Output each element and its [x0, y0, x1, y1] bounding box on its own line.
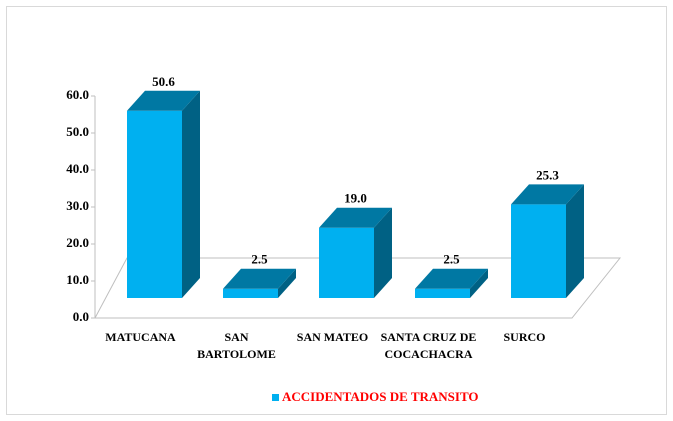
bar-side [182, 90, 200, 298]
bar-side [470, 268, 488, 298]
y-tick-label: 0.0 [73, 309, 89, 324]
chart-border [6, 6, 667, 415]
x-tick-label: SAN BARTOLOME [197, 330, 276, 361]
bar-top [127, 90, 200, 111]
y-tick-label: 30.0 [66, 198, 89, 213]
bar-top [415, 268, 488, 289]
bar [223, 268, 296, 298]
value-label: 50.6 [152, 74, 175, 89]
bar-top [511, 184, 584, 205]
value-label: 2.5 [251, 252, 268, 267]
y-tick-label: 20.0 [66, 235, 89, 250]
bar-side [374, 207, 392, 298]
bar [511, 184, 584, 298]
value-label: 25.3 [536, 167, 559, 182]
bar-top [319, 207, 392, 228]
y-tick-label: 60.0 [66, 87, 89, 102]
y-tick-label: 40.0 [66, 161, 89, 176]
bar [415, 268, 488, 298]
x-tick-label: MATUCANA [105, 330, 176, 344]
x-tick-label: SANTA CRUZ DE COCACHACRA [380, 330, 477, 361]
bar-front [511, 204, 566, 298]
legend-swatch [272, 394, 279, 401]
bar-front [127, 110, 182, 298]
value-label: 19.0 [344, 191, 367, 206]
x-tick-label: SAN MATEO [296, 330, 369, 344]
y-tick-label: 50.0 [66, 124, 89, 139]
bar-top [223, 268, 296, 289]
bar-front [415, 288, 470, 298]
bar-front [319, 227, 374, 298]
value-label: 2.5 [443, 252, 460, 267]
bar-side [278, 268, 296, 298]
bar-side [566, 184, 584, 298]
x-tick-label: SURCO [503, 330, 546, 344]
y-tick-label: 10.0 [66, 272, 89, 287]
bar-front [223, 288, 278, 298]
legend-label: ACCIDENTADOS DE TRANSITO [282, 389, 479, 404]
bar [127, 90, 200, 298]
bar [319, 207, 392, 298]
